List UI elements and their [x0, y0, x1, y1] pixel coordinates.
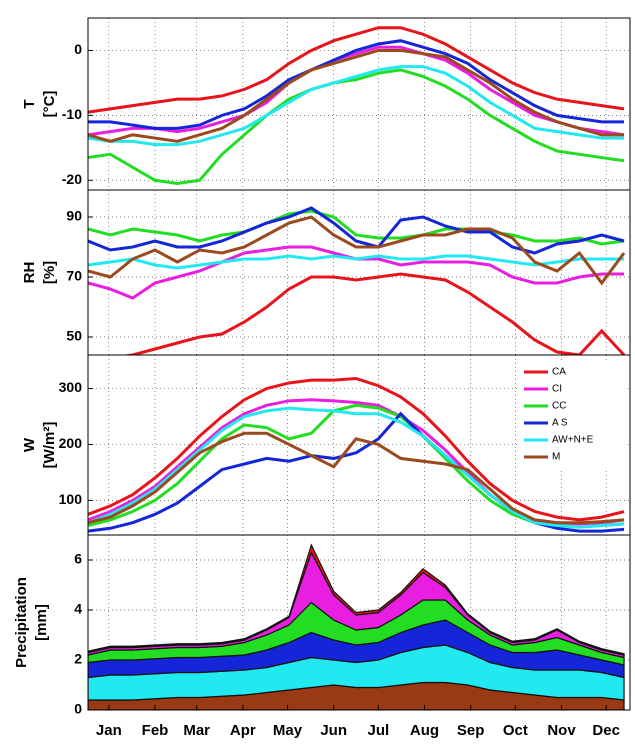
plot — [88, 26, 625, 186]
series-line — [88, 26, 625, 114]
legend: CA CI CC A S AW+N+E M — [518, 363, 626, 471]
x-tick-label: Jan — [96, 722, 122, 739]
y-tick-label: 4 — [74, 601, 82, 617]
series-line — [88, 206, 625, 255]
y-axis-label: RH — [21, 262, 38, 284]
x-tick-label: Oct — [503, 722, 528, 739]
y-tick-label: 0 — [74, 701, 82, 717]
x-tick-label: Jun — [320, 722, 347, 739]
y-axis-label: W — [21, 437, 38, 452]
legend-box — [518, 363, 626, 471]
x-tick-label: Nov — [547, 722, 576, 739]
y-tick-label: 100 — [59, 491, 83, 507]
y-tick-label: 2 — [74, 651, 82, 667]
series-line — [121, 272, 626, 355]
y-tick-label: 300 — [59, 379, 83, 395]
y-tick-label: 70 — [66, 268, 82, 284]
x-tick-label: Aug — [410, 722, 439, 739]
series-line — [88, 68, 625, 186]
y-axis-unit: [W/m²] — [41, 422, 58, 469]
series-line — [88, 406, 625, 529]
y-axis-unit: [%] — [41, 261, 58, 284]
plot — [88, 206, 626, 355]
legend-label: CA — [552, 367, 566, 378]
y-tick-label: 90 — [66, 208, 82, 224]
y-tick-label: 0 — [74, 41, 82, 57]
y-tick-label: -20 — [62, 171, 82, 187]
series-line — [88, 48, 625, 143]
legend-label: CI — [552, 384, 562, 395]
plot — [88, 376, 625, 533]
legend-label: AW+N+E — [552, 435, 594, 446]
x-tick-label: May — [273, 722, 303, 739]
series-line — [88, 65, 625, 147]
series-line — [88, 45, 625, 137]
y-axis-label: T — [21, 99, 38, 108]
series-line — [88, 215, 626, 286]
y-axis-label: Precipitation — [13, 577, 30, 668]
plot-frame — [87, 189, 631, 356]
series-line — [88, 254, 625, 270]
y-axis-unit: [°C] — [41, 91, 58, 118]
plot-frame — [87, 534, 631, 711]
series-line — [88, 209, 625, 246]
legend-label: CC — [552, 401, 566, 412]
series-line — [88, 431, 625, 525]
x-tick-label: Jul — [368, 722, 390, 739]
x-tick-label: Feb — [142, 722, 169, 739]
x-tick-label: Dec — [592, 722, 620, 739]
panel: 100 200 300 W [W/m²] CA CI CC A S AW+N+E M — [21, 354, 631, 536]
area-segment — [88, 543, 625, 656]
plot — [88, 543, 625, 710]
panel: 0 2 4 6 Precipitation [mm] Jan Feb Mar Apr May Jun J… — [13, 534, 631, 739]
x-tick-label: Sep — [457, 722, 485, 739]
panel: -20 -10 0 T [°C] — [21, 17, 631, 191]
y-tick-label: 6 — [74, 551, 82, 567]
series-line — [88, 245, 625, 300]
legend-label: A S — [552, 418, 568, 429]
plot-frame — [87, 17, 631, 191]
y-tick-label: -10 — [62, 106, 82, 122]
y-tick-label: 200 — [59, 435, 83, 451]
panel: 50 70 90 RH [%] — [21, 189, 631, 356]
x-tick-label: Mar — [183, 722, 210, 739]
y-axis-unit: [mm] — [33, 604, 50, 641]
x-tick-label: Apr — [230, 722, 256, 739]
legend-label: M — [552, 452, 560, 463]
series-line — [88, 376, 625, 522]
y-tick-label: 50 — [66, 328, 82, 344]
series-line — [88, 39, 625, 130]
